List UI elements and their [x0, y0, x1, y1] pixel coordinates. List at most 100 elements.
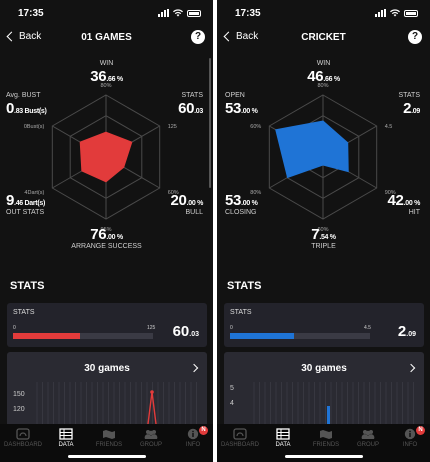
- section-title: STATS: [227, 280, 262, 292]
- battery-icon: [404, 9, 418, 17]
- radar-chart: 80% 4.5 90% 60% 80% 60% WIN 46.66 % STATS 2.0…: [217, 50, 430, 260]
- group-icon: [361, 430, 375, 439]
- games-card[interactable]: 30 games 5 4: [224, 352, 424, 432]
- stat-label: Avg. BUST: [6, 92, 41, 99]
- scrollbar[interactable]: [209, 58, 211, 188]
- bar-min-label: 0: [13, 325, 16, 331]
- radar-svg: 80% 4.5 90% 60% 80% 60%: [250, 83, 396, 233]
- radar-scale-label: 80%: [100, 83, 111, 89]
- help-button[interactable]: ?: [191, 30, 205, 44]
- stat-decimal: .03: [194, 108, 203, 116]
- friends-icon: [103, 430, 115, 439]
- radar-scale-label: 125: [168, 124, 177, 130]
- y-tick: 4: [230, 400, 234, 407]
- tab-friends[interactable]: FRIENDS: [88, 428, 130, 448]
- back-button[interactable]: Back: [6, 31, 41, 42]
- nav-bar: Back 01 GAMES ?: [0, 26, 213, 50]
- page-title: CRICKET: [301, 32, 346, 43]
- radar-polygon: [275, 120, 349, 179]
- stat-decimal: .46 Dart(s): [14, 200, 45, 207]
- games-card[interactable]: 30 games 150 120: [7, 352, 207, 432]
- radar-scale-labels: 80% 4.5 90% 60% 80% 60%: [250, 83, 396, 233]
- stat-value: 20: [170, 192, 187, 209]
- tab-info[interactable]: INFO N: [172, 426, 213, 448]
- stat-decimal: .00 %: [241, 200, 258, 207]
- radar-scale-label: 4Dart(s): [24, 190, 44, 196]
- stats-value: 60: [172, 323, 190, 340]
- stat-value: 53: [225, 100, 242, 118]
- wifi-icon: [173, 9, 183, 17]
- tab-label: FRIENDS: [312, 442, 340, 448]
- stat-open: OPEN 53.00 %: [225, 92, 258, 117]
- section-title: STATS: [10, 280, 45, 292]
- stat-value: 9: [6, 192, 15, 209]
- tab-group[interactable]: GROUP: [347, 428, 389, 448]
- radar-scale-label: 4.5: [385, 124, 393, 130]
- radar-scale-label: 60%: [168, 190, 179, 196]
- stat-value: 0: [6, 100, 15, 118]
- tab-info[interactable]: INFO N: [389, 426, 430, 448]
- tab-data[interactable]: DATA: [262, 428, 304, 448]
- tab-friends[interactable]: FRIENDS: [305, 428, 347, 448]
- tab-label: DASHBOARD: [220, 442, 259, 448]
- radar-svg: 80% 125 60% 95% 4Dart(s) 0Bust(s): [24, 83, 179, 233]
- signal-icon: [375, 9, 386, 17]
- bar-max-label: 125: [147, 325, 156, 331]
- stat-label: OPEN: [225, 92, 245, 99]
- stat-value: 76: [90, 226, 107, 243]
- friends-icon: [320, 430, 332, 439]
- dashboard-icon: [16, 428, 30, 440]
- system-icons: [158, 9, 201, 17]
- stats-card-label: STATS: [13, 309, 35, 316]
- radar-scale-label: 90%: [385, 190, 396, 196]
- tab-label: GROUP: [139, 442, 162, 448]
- stat-hit: 42.00 % HIT: [388, 192, 421, 217]
- mini-grid: [36, 382, 197, 432]
- status-bar: 17:35: [217, 0, 430, 26]
- screen-cricket: 17:35 Back CRICKET ? 80% 4.5 90% 60% 80% 60% …: [217, 0, 430, 462]
- tab-group[interactable]: GROUP: [130, 428, 172, 448]
- status-bar: 17:35: [0, 0, 213, 26]
- tab-data[interactable]: DATA: [45, 428, 87, 448]
- progress-fill: [13, 333, 81, 339]
- notification-badge: N: [199, 426, 208, 435]
- stat-out-stats: 9.46 Dart(s) OUT STATS: [6, 192, 45, 217]
- status-time: 17:35: [18, 8, 44, 19]
- radar-scale-label: 0Bust(s): [24, 124, 45, 130]
- stat-stats: STATS 60.03: [178, 92, 203, 117]
- help-button[interactable]: ?: [408, 30, 422, 44]
- stat-value: 36: [90, 68, 107, 86]
- stat-decimal: .66 %: [323, 76, 340, 84]
- info-icon: [187, 428, 199, 440]
- signal-icon: [158, 9, 169, 17]
- progress-track: [13, 333, 153, 339]
- back-button[interactable]: Back: [223, 31, 258, 42]
- tab-label: DATA: [58, 442, 74, 448]
- y-tick: 5: [230, 385, 234, 392]
- stat-win: WIN 46.66 %: [217, 60, 430, 85]
- radar-scale-label: 95%: [100, 227, 111, 233]
- home-indicator: [68, 455, 146, 458]
- radar-scale-label: 60%: [250, 124, 261, 130]
- radar-scale-label: 80%: [317, 83, 328, 89]
- tab-dashboard[interactable]: DASHBOARD: [219, 428, 261, 448]
- stats-decimal: .03: [189, 331, 199, 338]
- stat-decimal: .00 %: [241, 108, 258, 116]
- progress-track: [230, 333, 370, 339]
- stat-label: CLOSING: [225, 209, 257, 217]
- notification-badge: N: [416, 426, 425, 435]
- stats-card-value: 60.03: [173, 323, 199, 340]
- radar-scale-label: 60%: [317, 227, 328, 233]
- data-icon: [276, 428, 290, 440]
- stats-card: STATS 0 125 60.03: [7, 303, 207, 347]
- tab-bar: DASHBOARD DATA FRIENDS GROUP INFO N: [0, 424, 213, 462]
- stat-decimal: .83 Bust(s): [14, 108, 47, 116]
- tab-label: FRIENDS: [95, 442, 123, 448]
- stat-label: WIN: [99, 60, 114, 67]
- data-icon: [59, 428, 73, 440]
- mini-chart: 5 4: [230, 382, 414, 432]
- games-card-title: 30 games: [84, 363, 130, 374]
- bar-min-label: 0: [230, 325, 233, 331]
- tab-label: DASHBOARD: [3, 442, 42, 448]
- tab-dashboard[interactable]: DASHBOARD: [2, 428, 44, 448]
